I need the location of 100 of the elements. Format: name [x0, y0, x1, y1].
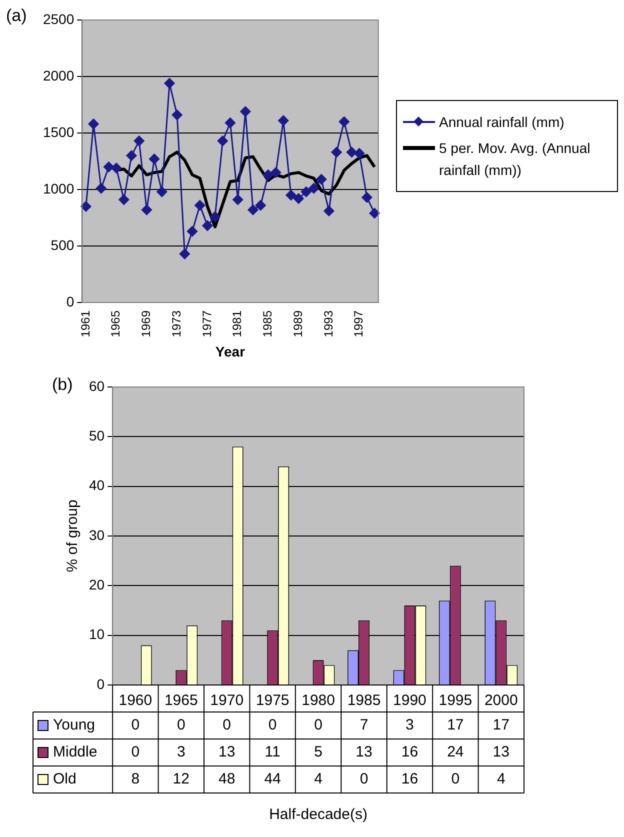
y-axis-title: % of group — [64, 500, 82, 572]
point — [202, 220, 213, 231]
point — [286, 190, 296, 200]
point — [369, 208, 380, 218]
data-label: 0 — [268, 716, 277, 734]
data-label: 17 — [492, 716, 510, 734]
data-label: 8 — [131, 770, 140, 788]
point — [324, 206, 334, 216]
data-label: 0 — [131, 716, 140, 734]
y-tick-label: 2000 — [42, 67, 74, 84]
y-tick-label: 50 — [88, 428, 105, 444]
legend-label: Annual rainfall (mm) — [439, 113, 564, 132]
x-tick-label: 1981 — [230, 310, 244, 338]
point — [255, 200, 266, 211]
text: (a) — [6, 6, 27, 26]
point — [346, 146, 357, 158]
x-tick-label: 2000 — [484, 692, 518, 710]
point — [96, 183, 106, 194]
x-tick-label: 1961 — [78, 310, 92, 338]
data-label: 7 — [360, 716, 368, 734]
point — [111, 162, 122, 174]
x-tick-label: 1973 — [169, 310, 184, 338]
x-tick-label: 1960 — [118, 692, 152, 710]
point — [210, 211, 220, 222]
x-tick-label: 1995 — [438, 692, 472, 710]
point — [293, 193, 304, 204]
point — [88, 118, 99, 130]
point — [187, 226, 198, 237]
x-tick-label: 1980 — [302, 692, 335, 710]
point — [156, 186, 168, 198]
point — [224, 118, 236, 128]
legend-label: Old — [53, 770, 76, 788]
data-label: 13 — [356, 744, 372, 761]
x-tick-label: 1985 — [347, 692, 381, 710]
data-label: 44 — [264, 770, 281, 788]
y-tick-label: 0 — [66, 293, 74, 310]
data-label: 16 — [401, 744, 418, 761]
legend-label: Middle — [53, 744, 98, 761]
point — [338, 116, 350, 127]
point — [172, 110, 182, 120]
point — [278, 115, 289, 126]
x-tick-label: 1969 — [139, 310, 154, 338]
point — [240, 106, 251, 117]
point — [141, 204, 152, 216]
point — [248, 204, 258, 216]
x-axis-title: Year — [215, 343, 246, 360]
data-label: 3 — [176, 744, 186, 761]
data-label: 4 — [314, 770, 322, 788]
point — [103, 162, 114, 172]
point — [331, 146, 342, 158]
x-tick-label: 1965 — [164, 692, 198, 710]
data-label: 12 — [172, 770, 190, 788]
y-tick-label: 60 — [88, 378, 105, 394]
data-label: 11 — [264, 744, 280, 761]
x-axis-title: Half-decade(s) — [269, 806, 368, 824]
data-label: 0 — [451, 770, 460, 788]
point — [179, 248, 190, 260]
legend-label: 5 per. Mov. Avg. (Annual rainfall (mm)) — [439, 139, 592, 180]
y-tick-label: 40 — [88, 477, 105, 494]
point — [232, 194, 244, 205]
point — [354, 148, 365, 159]
point — [126, 150, 137, 161]
y-tick-label: 30 — [88, 526, 105, 543]
y-tick-label: 2500 — [42, 10, 74, 27]
point — [270, 167, 282, 178]
data-label: 17 — [447, 716, 464, 734]
y-tick-label: 10 — [88, 626, 105, 642]
data-label: 13 — [492, 744, 510, 761]
data-label: 16 — [401, 770, 418, 788]
y-tick-label: 1500 — [42, 124, 74, 140]
x-tick-label: 1970 — [210, 692, 244, 710]
data-label: 0 — [222, 716, 232, 734]
x-tick-label: 1990 — [393, 692, 426, 710]
data-label: 0 — [314, 716, 322, 734]
x-tick-label: 1989 — [290, 310, 305, 338]
point — [262, 170, 274, 180]
point — [194, 200, 206, 211]
y-tick-label: 1000 — [42, 180, 74, 196]
data-label: 48 — [218, 770, 236, 788]
legend-label: Young — [53, 716, 95, 734]
x-tick-label: 1985 — [260, 310, 275, 338]
text: (b) — [52, 375, 73, 394]
point — [316, 174, 327, 185]
data-label: 3 — [406, 716, 414, 734]
point — [300, 186, 312, 198]
point — [134, 136, 144, 146]
y-tick-label: 0 — [96, 676, 105, 692]
point — [118, 194, 130, 205]
point — [164, 78, 175, 89]
data-label: 4 — [496, 770, 506, 788]
x-tick-label: 1993 — [321, 310, 336, 338]
x-tick-label: 1965 — [108, 310, 123, 338]
y-tick-label: 20 — [88, 576, 105, 593]
x-tick-label: 1977 — [200, 310, 214, 338]
point — [362, 192, 372, 203]
data-label: 24 — [447, 744, 464, 761]
x-tick-label: 1975 — [256, 692, 290, 710]
data-label: 5 — [314, 744, 322, 761]
data-label: 0 — [131, 744, 140, 761]
point — [308, 183, 320, 194]
